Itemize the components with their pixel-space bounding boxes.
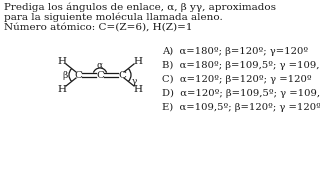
Text: Prediga los ángulos de enlace, α, β yγ, aproximados: Prediga los ángulos de enlace, α, β yγ, … bbox=[4, 3, 276, 12]
Text: C)  α=120º; β=120º; γ =120º: C) α=120º; β=120º; γ =120º bbox=[162, 75, 312, 84]
Text: α: α bbox=[97, 60, 103, 69]
Text: β: β bbox=[62, 71, 68, 80]
Text: C: C bbox=[74, 71, 82, 80]
Text: D)  α=120º; β=109,5º; γ =109,5º: D) α=120º; β=109,5º; γ =109,5º bbox=[162, 89, 320, 98]
Text: H: H bbox=[133, 84, 142, 93]
Text: B)  α=180º; β=109,5º; γ =109,5º: B) α=180º; β=109,5º; γ =109,5º bbox=[162, 61, 320, 70]
Text: H: H bbox=[133, 57, 142, 66]
Text: H: H bbox=[58, 84, 67, 93]
Text: A)  α=180º; β=120º; γ=120º: A) α=180º; β=120º; γ=120º bbox=[162, 47, 308, 56]
Text: C: C bbox=[118, 71, 126, 80]
Text: E)  α=109,5º; β=120º; γ =120º: E) α=109,5º; β=120º; γ =120º bbox=[162, 103, 320, 112]
Text: C: C bbox=[96, 71, 104, 80]
Text: para la siguiente molécula llamada aleno.: para la siguiente molécula llamada aleno… bbox=[4, 12, 223, 21]
Text: H: H bbox=[58, 57, 67, 66]
Text: γ: γ bbox=[131, 78, 137, 87]
Text: Número atómico: C=(Z=6), H(Z)=1: Número atómico: C=(Z=6), H(Z)=1 bbox=[4, 23, 193, 32]
